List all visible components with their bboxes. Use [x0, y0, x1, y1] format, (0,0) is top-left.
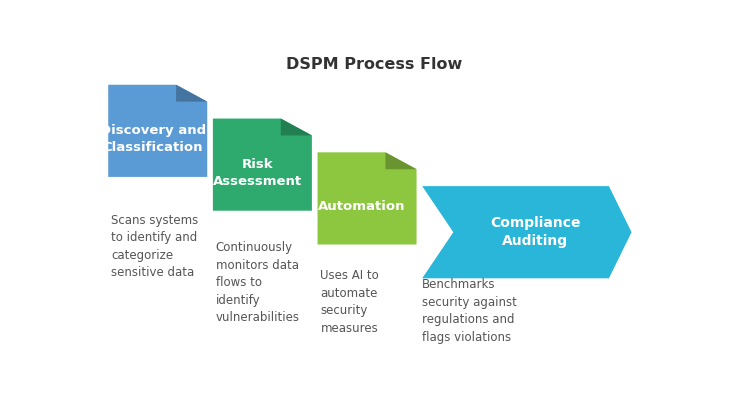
- Text: Benchmarks
security against
regulations and
flags violations: Benchmarks security against regulations …: [422, 279, 517, 344]
- Polygon shape: [281, 119, 312, 135]
- Polygon shape: [385, 152, 417, 169]
- Polygon shape: [213, 119, 312, 211]
- Polygon shape: [176, 85, 207, 102]
- Text: Scans systems
to identify and
categorize
sensitive data: Scans systems to identify and categorize…: [111, 214, 199, 279]
- Text: Discovery and
Classification: Discovery and Classification: [100, 124, 206, 154]
- Polygon shape: [422, 186, 631, 279]
- Text: Compliance
Auditing: Compliance Auditing: [491, 216, 581, 249]
- Text: DSPM Process Flow: DSPM Process Flow: [286, 57, 462, 72]
- Text: Continuously
monitors data
flows to
identify
vulnerabilities: Continuously monitors data flows to iden…: [216, 241, 300, 324]
- Polygon shape: [318, 152, 417, 245]
- Polygon shape: [108, 85, 207, 177]
- Text: Automation: Automation: [318, 200, 406, 213]
- Text: Uses AI to
automate
security
measures: Uses AI to automate security measures: [320, 269, 379, 335]
- Text: Risk
Assessment: Risk Assessment: [213, 158, 302, 188]
